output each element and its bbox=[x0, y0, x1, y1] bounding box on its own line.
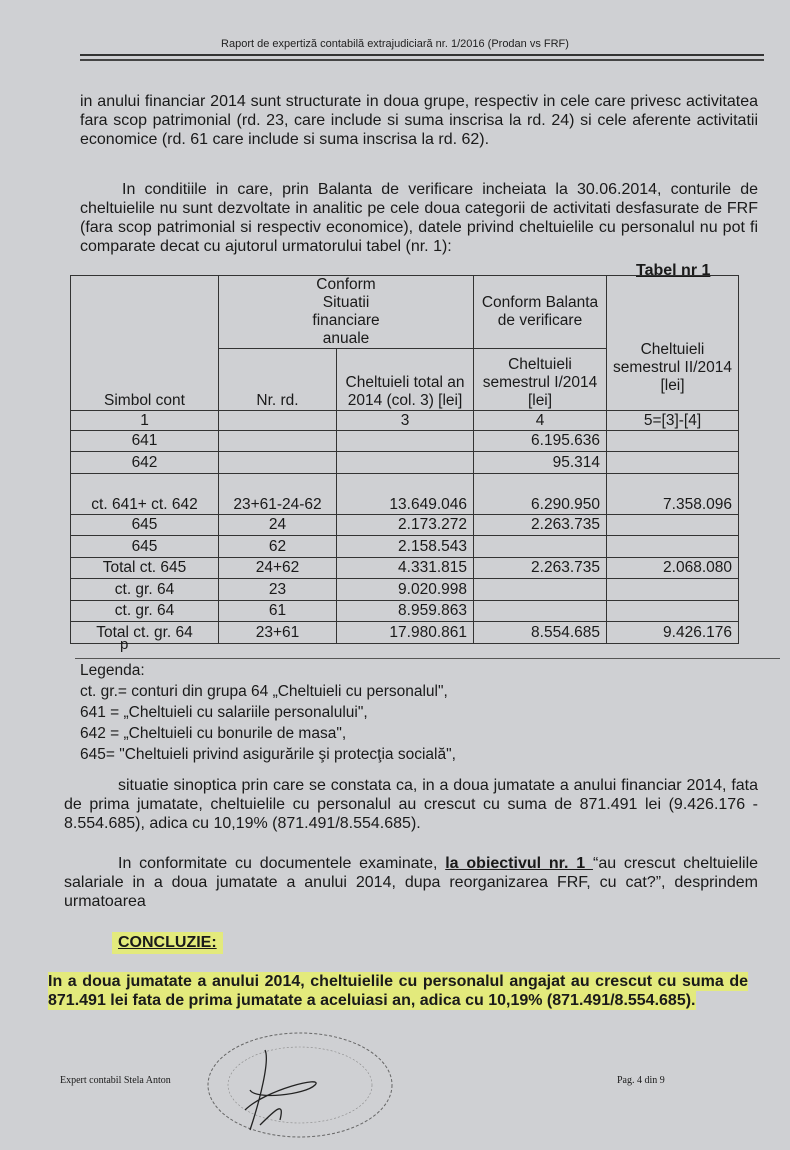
table-row: ct. gr. 64 23 9.020.998 bbox=[70, 578, 739, 601]
table-cell: 641 bbox=[70, 430, 219, 452]
table-cell: 61 bbox=[218, 600, 337, 622]
conclusion-text: In a doua jumatate a anului 2014, cheltu… bbox=[48, 972, 748, 1010]
col-number bbox=[218, 410, 337, 431]
header-situatii: Conform Situatii financiare anuale bbox=[218, 275, 474, 349]
table-row: 641 6.195.636 bbox=[70, 430, 739, 452]
table-row: ct. gr. 64 61 8.959.863 bbox=[70, 600, 739, 622]
table-cell: ct. 641+ ct. 642 bbox=[70, 473, 219, 515]
conclusion-highlight: In a doua jumatate a anului 2014, cheltu… bbox=[48, 972, 748, 1010]
table-cell bbox=[606, 600, 739, 622]
table-cell: 62 bbox=[218, 535, 337, 558]
table-cell: ct. gr. 64 bbox=[70, 578, 219, 601]
table-row: ct. 641+ ct. 642 23+61-24-62 13.649.046 6.2… bbox=[70, 473, 739, 515]
table-cell: 2.158.543 bbox=[336, 535, 474, 558]
expenses-table: Simbol cont Conform Situatii financiare … bbox=[70, 275, 739, 644]
header-sem1: Cheltuieli semestrul I/2014 [lei] bbox=[473, 348, 607, 411]
table-cell: 24 bbox=[218, 514, 337, 536]
table-cell: 7.358.096 bbox=[606, 473, 739, 515]
paragraph: situatie sinoptica prin care se constata… bbox=[64, 777, 758, 832]
header-simbol: Simbol cont bbox=[70, 275, 219, 411]
table-cell bbox=[606, 451, 739, 474]
table-cell: Total ct. gr. 64 bbox=[70, 621, 219, 644]
table-cell bbox=[473, 535, 607, 558]
table-cell: 13.649.046 bbox=[336, 473, 474, 515]
table-cell: 4.331.815 bbox=[336, 557, 474, 579]
table-cell bbox=[606, 430, 739, 452]
table-cell: ct. gr. 64 bbox=[70, 600, 219, 622]
table-cell bbox=[606, 535, 739, 558]
table-cell: 6.290.950 bbox=[473, 473, 607, 515]
legend-item: 642 = „Cheltuieli cu bonurile de masa", bbox=[80, 725, 347, 742]
table-row: 645 62 2.158.543 bbox=[70, 535, 739, 558]
table-cell bbox=[473, 578, 607, 601]
table-cell bbox=[336, 451, 474, 474]
col-number: 4 bbox=[473, 410, 607, 431]
table-cell bbox=[473, 600, 607, 622]
header-rule bbox=[80, 54, 764, 56]
table-row: Total ct. gr. 64 23+61 17.980.861 8.554.685… bbox=[70, 621, 739, 644]
table-cell: 24+62 bbox=[218, 557, 337, 579]
header-total-2014: Cheltuieli total an 2014 (col. 3) [lei] bbox=[336, 348, 474, 411]
legend-item: 641 = „Cheltuieli cu salariile personalu… bbox=[80, 704, 368, 721]
table-cell bbox=[336, 430, 474, 452]
col-number: 1 bbox=[70, 410, 219, 431]
table-cell: 645 bbox=[70, 514, 219, 536]
table-row: 642 95.314 bbox=[70, 451, 739, 474]
table-cell: 2.263.735 bbox=[473, 557, 607, 579]
objective-ref: la obiectivul nr. 1 bbox=[445, 855, 593, 872]
legend-item: 645= "Cheltuieli privind asigurările şi … bbox=[80, 746, 456, 763]
header-nr-rd: Nr. rd. bbox=[218, 348, 337, 411]
stray-text: p bbox=[120, 636, 129, 653]
footer-author: Expert contabil Stela Anton bbox=[60, 1075, 171, 1086]
legend-title: Legenda: bbox=[80, 662, 145, 679]
table-label: Tabel nr 1 bbox=[636, 262, 711, 279]
table-row: 645 24 2.173.272 2.263.735 bbox=[70, 514, 739, 536]
table-cell: 23+61 bbox=[218, 621, 337, 644]
table-cell: 2.068.080 bbox=[606, 557, 739, 579]
paragraph: in anului financiar 2014 sunt structurat… bbox=[80, 93, 758, 148]
table-cell: 8.959.863 bbox=[336, 600, 474, 622]
legend: Legenda: ct. gr.= conturi din grupa 64 „… bbox=[80, 660, 456, 765]
text: In conformitate cu documentele examinate… bbox=[118, 855, 446, 872]
table-cell: 2.173.272 bbox=[336, 514, 474, 536]
table-row: Total ct. 645 24+62 4.331.815 2.263.735 2.06… bbox=[70, 557, 739, 579]
table-cell: 9.426.176 bbox=[606, 621, 739, 644]
header-rule bbox=[80, 59, 764, 61]
table-cell bbox=[606, 578, 739, 601]
table-cell: Total ct. 645 bbox=[70, 557, 219, 579]
running-header: Raport de expertiză contabilă extrajudic… bbox=[221, 38, 569, 50]
table-cell: 642 bbox=[70, 451, 219, 474]
paragraph: In conditiile in care, prin Balanta de v… bbox=[80, 181, 758, 255]
page-number: Pag. 4 din 9 bbox=[617, 1075, 665, 1086]
table-cell: 9.020.998 bbox=[336, 578, 474, 601]
paragraph: In conformitate cu documentele examinate… bbox=[64, 854, 758, 911]
table-cell: 23 bbox=[218, 578, 337, 601]
text: “au crescut cheltuielile salariale in a … bbox=[64, 855, 759, 910]
table-cell bbox=[218, 451, 337, 474]
header-balanta: Conform Balanta de verificare bbox=[473, 275, 607, 349]
table-cell: 645 bbox=[70, 535, 219, 558]
col-number: 5=[3]-[4] bbox=[606, 410, 739, 431]
table-cell: 2.263.735 bbox=[473, 514, 607, 536]
legend-item: ct. gr.= conturi din grupa 64 „Cheltuiel… bbox=[80, 683, 448, 700]
stamp-signature-icon bbox=[207, 1032, 393, 1138]
header-sem2: Cheltuieli semestrul II/2014 [lei] bbox=[606, 275, 739, 411]
table-cell: 17.980.861 bbox=[336, 621, 474, 644]
divider bbox=[75, 658, 780, 659]
conclusion-title: CONCLUZIE: bbox=[112, 932, 223, 954]
table-cell: 6.195.636 bbox=[473, 430, 607, 452]
column-number-row: 1 3 4 5=[3]-[4] bbox=[70, 410, 739, 431]
col-number: 3 bbox=[336, 410, 474, 431]
table-cell bbox=[606, 514, 739, 536]
table-cell: 8.554.685 bbox=[473, 621, 607, 644]
table-cell: 23+61-24-62 bbox=[218, 473, 337, 515]
table-cell bbox=[218, 430, 337, 452]
table-cell: 95.314 bbox=[473, 451, 607, 474]
